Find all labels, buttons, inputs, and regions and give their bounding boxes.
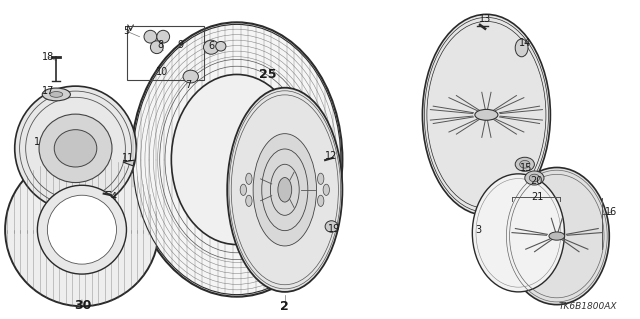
Text: TK6B1800AX: TK6B1800AX [559, 302, 618, 311]
Ellipse shape [282, 162, 288, 173]
Ellipse shape [262, 149, 308, 231]
Ellipse shape [282, 206, 288, 218]
Ellipse shape [246, 195, 252, 206]
Text: 3: 3 [476, 225, 482, 235]
Ellipse shape [240, 184, 246, 196]
Ellipse shape [54, 130, 97, 167]
Ellipse shape [227, 88, 342, 292]
Ellipse shape [172, 74, 302, 245]
Ellipse shape [204, 40, 219, 54]
Ellipse shape [472, 174, 564, 292]
Text: 16: 16 [605, 207, 618, 217]
Text: 19: 19 [328, 224, 340, 234]
Polygon shape [123, 160, 134, 166]
Text: 11: 11 [122, 153, 134, 163]
Ellipse shape [515, 39, 528, 57]
Text: 13: 13 [479, 13, 492, 24]
Ellipse shape [475, 109, 498, 120]
Text: 12: 12 [325, 151, 338, 161]
Ellipse shape [246, 173, 252, 184]
Ellipse shape [261, 203, 268, 214]
Ellipse shape [15, 86, 136, 211]
Ellipse shape [549, 232, 564, 240]
Ellipse shape [253, 134, 317, 246]
Ellipse shape [216, 41, 226, 51]
Text: 10: 10 [156, 67, 168, 77]
Ellipse shape [325, 221, 338, 232]
Ellipse shape [525, 171, 544, 185]
Ellipse shape [317, 173, 324, 184]
Text: 5: 5 [124, 26, 130, 36]
Ellipse shape [5, 153, 159, 306]
Text: 1: 1 [34, 137, 40, 147]
Ellipse shape [278, 178, 292, 202]
Text: 14: 14 [518, 38, 531, 48]
Text: 21: 21 [531, 192, 544, 202]
Ellipse shape [42, 88, 70, 101]
Ellipse shape [422, 14, 550, 215]
Ellipse shape [157, 30, 170, 43]
Ellipse shape [515, 157, 534, 171]
Text: 8: 8 [157, 40, 163, 50]
Ellipse shape [131, 22, 342, 297]
Ellipse shape [529, 174, 540, 182]
Text: 6: 6 [208, 41, 214, 51]
Text: 25: 25 [259, 68, 276, 80]
Text: 4: 4 [111, 192, 117, 202]
Ellipse shape [37, 185, 127, 274]
Text: 30: 30 [74, 299, 92, 312]
Ellipse shape [144, 30, 157, 43]
Ellipse shape [261, 165, 268, 176]
Ellipse shape [47, 195, 116, 264]
Text: 9: 9 [177, 40, 184, 50]
Text: 18: 18 [42, 52, 54, 62]
Ellipse shape [271, 164, 300, 215]
Text: 20: 20 [530, 176, 543, 186]
Text: 2: 2 [280, 300, 289, 313]
Text: 15: 15 [520, 163, 532, 174]
Ellipse shape [302, 203, 308, 214]
Ellipse shape [317, 195, 324, 206]
Text: 7: 7 [186, 79, 192, 90]
Ellipse shape [302, 165, 308, 176]
Ellipse shape [183, 70, 198, 83]
Ellipse shape [504, 167, 609, 305]
Ellipse shape [520, 160, 530, 168]
Ellipse shape [150, 41, 163, 54]
Ellipse shape [132, 24, 341, 295]
Ellipse shape [39, 114, 112, 182]
Text: 17: 17 [42, 86, 54, 96]
Ellipse shape [50, 92, 63, 97]
Ellipse shape [323, 184, 330, 196]
